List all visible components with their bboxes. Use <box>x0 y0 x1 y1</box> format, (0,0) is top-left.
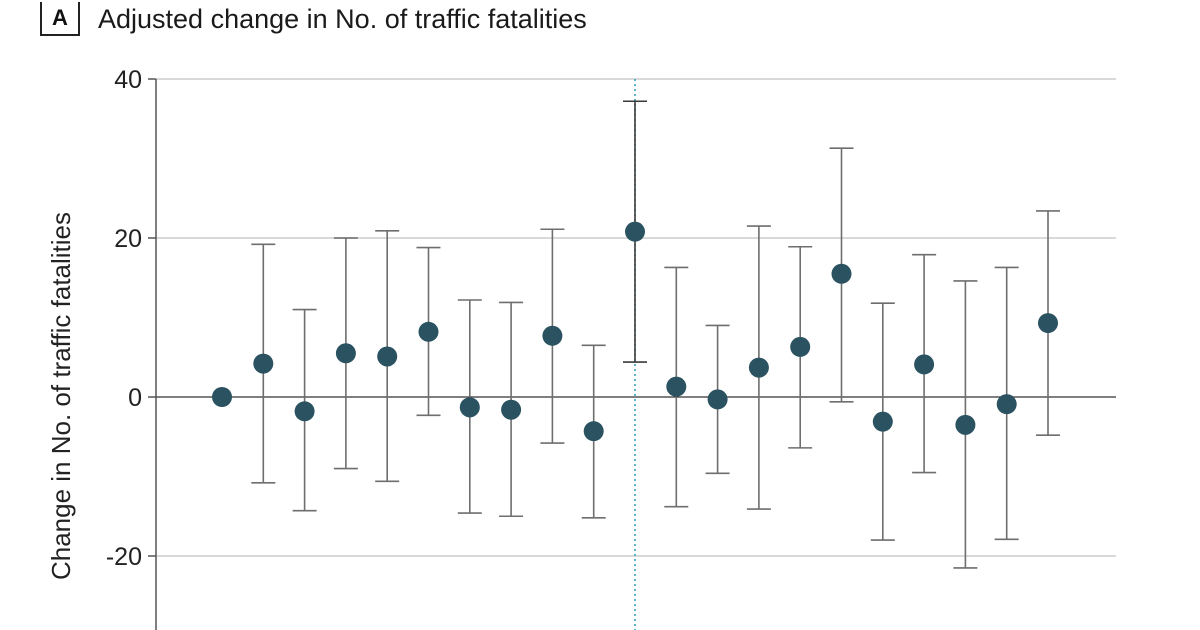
data-point <box>625 221 645 242</box>
y-tick-label: 20 <box>114 225 142 253</box>
data-point <box>914 354 935 375</box>
data-point <box>790 336 811 357</box>
data-point <box>294 401 315 422</box>
error-bars <box>251 100 1060 569</box>
data-point <box>542 325 563 346</box>
data-point <box>583 421 604 442</box>
chart-title: Adjusted change in No. of traffic fatali… <box>98 3 587 34</box>
data-point <box>335 343 356 364</box>
data-point <box>666 376 687 397</box>
data-point <box>707 389 728 410</box>
y-axis-label: Change in No. of traffic fatalities <box>46 212 76 580</box>
data-point <box>377 346 398 367</box>
y-axis: 40 20 0 -20 <box>106 66 157 630</box>
data-point <box>501 399 522 420</box>
panel-letter-badge: A <box>40 2 80 36</box>
data-point <box>872 411 893 432</box>
data-point <box>831 263 852 284</box>
data-point <box>418 321 439 342</box>
y-tick-label: 40 <box>114 66 142 94</box>
data-point <box>748 357 769 378</box>
data-point <box>253 353 274 374</box>
data-points <box>212 221 1058 442</box>
data-point <box>996 394 1017 415</box>
data-point <box>1038 313 1058 334</box>
panel-title: A Adjusted change in No. of traffic fata… <box>40 0 587 38</box>
y-tick-label: 0 <box>128 384 142 412</box>
grid-lines <box>156 78 1116 557</box>
y-tick-label: -20 <box>106 543 142 571</box>
data-point <box>955 414 976 435</box>
data-point <box>459 397 480 418</box>
data-point <box>212 387 232 407</box>
